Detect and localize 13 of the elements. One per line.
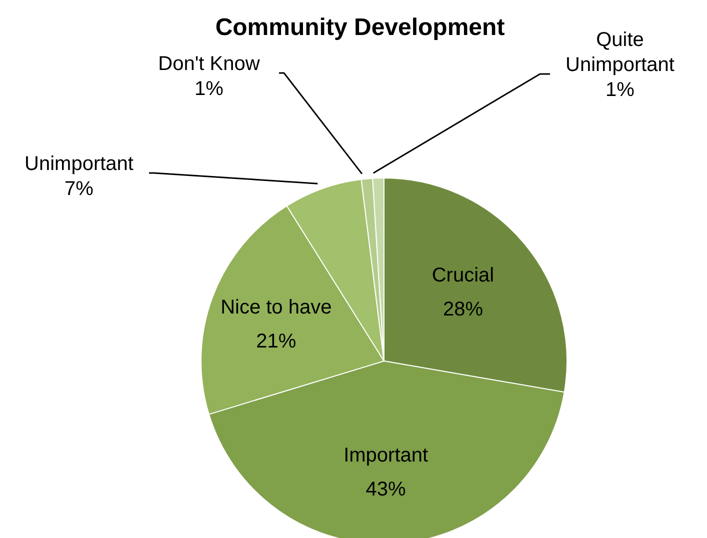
- chart-title: Community Development: [215, 14, 505, 41]
- data-label: 7%: [64, 178, 94, 200]
- slice-label: Crucial: [432, 264, 494, 286]
- slice-label: Quite Unimportant: [566, 29, 675, 76]
- data-label: 1%: [606, 79, 635, 101]
- data-label: 1%: [194, 78, 224, 100]
- data-label: 21%: [256, 330, 296, 353]
- data-label: 28%: [442, 298, 484, 320]
- slice-label: Important: [344, 444, 429, 467]
- data-label: 43%: [366, 478, 406, 501]
- slice-label: Don't Know: [158, 53, 260, 75]
- slice-label: Nice to have: [220, 296, 332, 319]
- slice-label: Unimportant: [24, 153, 134, 175]
